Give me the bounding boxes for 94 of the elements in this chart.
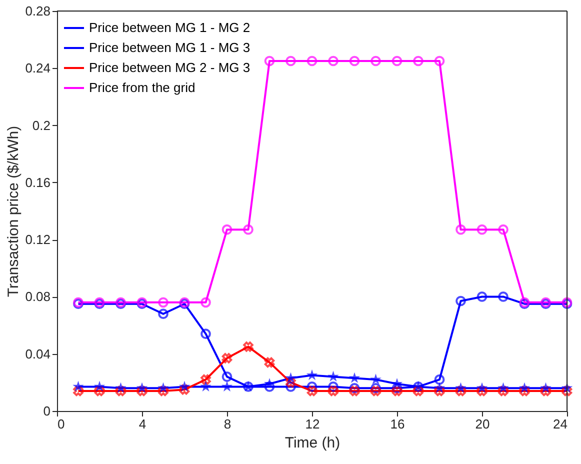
point xyxy=(222,372,232,382)
point xyxy=(413,56,424,66)
point xyxy=(519,386,530,396)
point xyxy=(222,224,232,235)
point xyxy=(498,224,508,235)
point xyxy=(306,369,318,380)
point xyxy=(434,374,445,385)
x-axis-title: Time (h) xyxy=(284,434,340,452)
y-tick-label: 0.16 xyxy=(25,174,50,190)
point xyxy=(328,56,338,66)
point xyxy=(286,377,296,388)
point xyxy=(562,386,572,396)
point xyxy=(200,374,211,385)
y-tick-label: 0.12 xyxy=(25,232,50,248)
point xyxy=(349,382,360,394)
point xyxy=(476,386,488,396)
point xyxy=(456,386,466,396)
point xyxy=(285,372,296,383)
point xyxy=(158,382,169,393)
point xyxy=(200,328,211,340)
point xyxy=(243,224,254,235)
point xyxy=(73,386,84,396)
point xyxy=(243,342,254,352)
point xyxy=(72,380,84,392)
point xyxy=(306,382,318,392)
point xyxy=(348,372,360,383)
point xyxy=(540,382,552,393)
y-axis-title: Transaction price ($/kWh) xyxy=(5,126,22,298)
point xyxy=(328,386,338,396)
legend-label: Price between MG 2 - MG 3 xyxy=(89,60,250,75)
point xyxy=(94,386,105,396)
point xyxy=(94,380,106,392)
x-tick-label: 4 xyxy=(138,416,146,432)
y-tick-label: 0.2 xyxy=(32,118,50,133)
point xyxy=(349,386,360,396)
point xyxy=(392,56,402,66)
y-tick-label: 0.28 xyxy=(25,4,50,18)
point xyxy=(158,386,168,396)
point xyxy=(158,297,168,308)
point xyxy=(286,382,296,392)
point xyxy=(264,357,275,368)
point xyxy=(434,382,446,393)
point xyxy=(456,224,466,235)
y-tick-label: 0.08 xyxy=(25,289,50,304)
point xyxy=(221,380,233,392)
point xyxy=(498,292,508,302)
point xyxy=(136,382,148,393)
point xyxy=(370,56,381,66)
point xyxy=(518,382,530,393)
point xyxy=(179,384,190,395)
point xyxy=(476,382,488,393)
point xyxy=(456,296,466,306)
x-tick-label: 16 xyxy=(390,416,405,432)
point xyxy=(264,382,275,392)
point xyxy=(498,386,508,396)
point xyxy=(498,382,509,393)
point xyxy=(306,386,318,396)
point xyxy=(178,380,190,392)
point xyxy=(392,382,402,394)
x-tick-label: 0 xyxy=(58,416,65,432)
point xyxy=(264,56,275,66)
legend-label: Price between MG 1 - MG 2 xyxy=(89,20,250,35)
x-tick-label: 12 xyxy=(305,416,320,432)
point xyxy=(434,56,445,66)
point xyxy=(158,308,168,320)
point xyxy=(116,386,126,396)
point xyxy=(328,382,338,392)
point xyxy=(370,386,381,396)
point xyxy=(434,386,445,396)
point xyxy=(136,386,148,396)
legend-label: Price between MG 1 - MG 3 xyxy=(89,40,250,55)
point xyxy=(540,386,551,396)
y-tick-label: 0.24 xyxy=(25,60,50,76)
point xyxy=(455,382,466,393)
point xyxy=(392,386,402,396)
y-tick-label: 0.04 xyxy=(25,346,50,362)
point xyxy=(222,353,232,364)
point xyxy=(200,380,212,392)
point xyxy=(370,382,381,394)
point xyxy=(306,56,318,66)
point xyxy=(328,370,339,382)
legend-label: Price from the grid xyxy=(89,80,196,95)
x-tick-label: 24 xyxy=(553,416,568,432)
point xyxy=(286,56,296,66)
point xyxy=(413,386,424,396)
x-tick-label: 20 xyxy=(475,416,490,432)
point xyxy=(476,292,488,302)
y-tick-label: 0 xyxy=(43,404,50,418)
point xyxy=(349,56,360,66)
x-tick-label: 8 xyxy=(224,416,232,432)
point xyxy=(115,382,126,393)
point xyxy=(200,297,211,308)
point xyxy=(476,224,488,235)
point xyxy=(370,374,382,384)
